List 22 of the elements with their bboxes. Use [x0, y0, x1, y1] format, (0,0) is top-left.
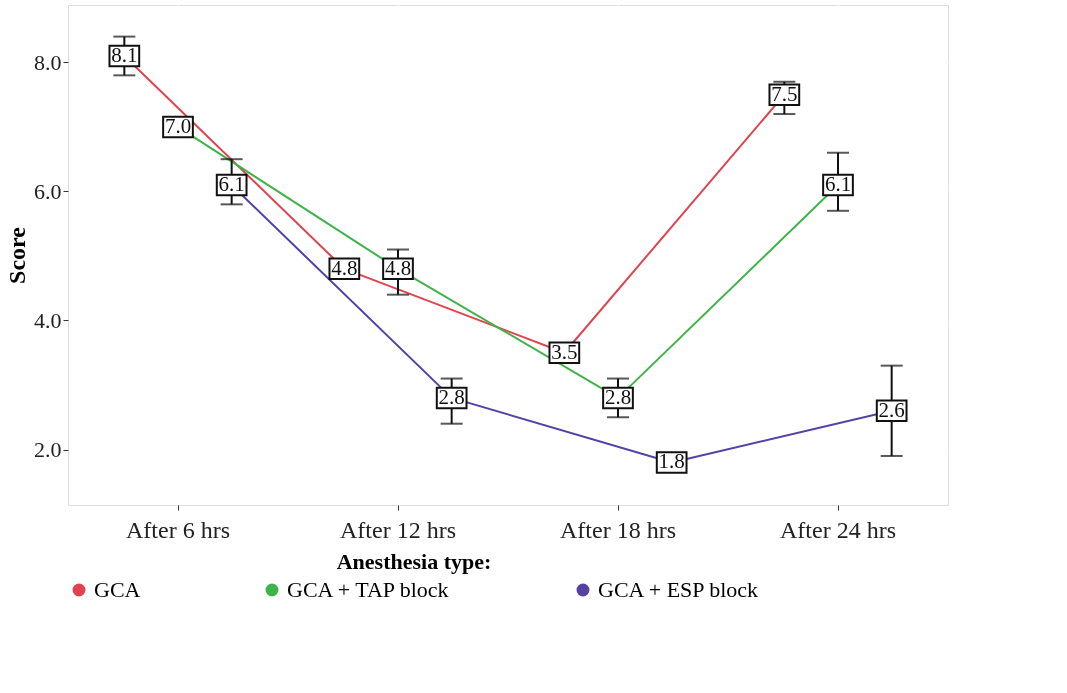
data-label: 6.1 — [218, 172, 245, 196]
data-label: 8.1 — [111, 42, 138, 67]
legend-label: GCA + TAP block — [287, 577, 449, 602]
data-label: 6.1 — [824, 172, 852, 196]
y-tick-label: 4.0 — [34, 307, 62, 333]
data-label: 4.8 — [331, 255, 358, 280]
data-label: 2.6 — [878, 397, 905, 422]
x-tick-label: After 24 hrs — [780, 516, 896, 543]
x-tick-label: After 18 hrs — [560, 516, 676, 543]
legend-label: GCA — [94, 577, 141, 602]
data-label: 4.8 — [384, 255, 412, 280]
legend-title: Anesthesia type: — [336, 549, 492, 574]
y-tick-label: 2.0 — [34, 437, 62, 463]
data-label: 2.8 — [438, 384, 465, 409]
y-axis-title: Score — [4, 226, 30, 284]
data-label: 2.8 — [604, 384, 632, 409]
legend-label: GCA + ESP block — [598, 577, 759, 602]
x-tick-label: After 12 hrs — [340, 516, 456, 543]
data-label: 7.0 — [164, 113, 192, 138]
x-tick-label: After 6 hrs — [126, 516, 230, 543]
y-tick-label: 6.0 — [34, 178, 62, 204]
y-tick-label: 8.0 — [34, 49, 62, 75]
